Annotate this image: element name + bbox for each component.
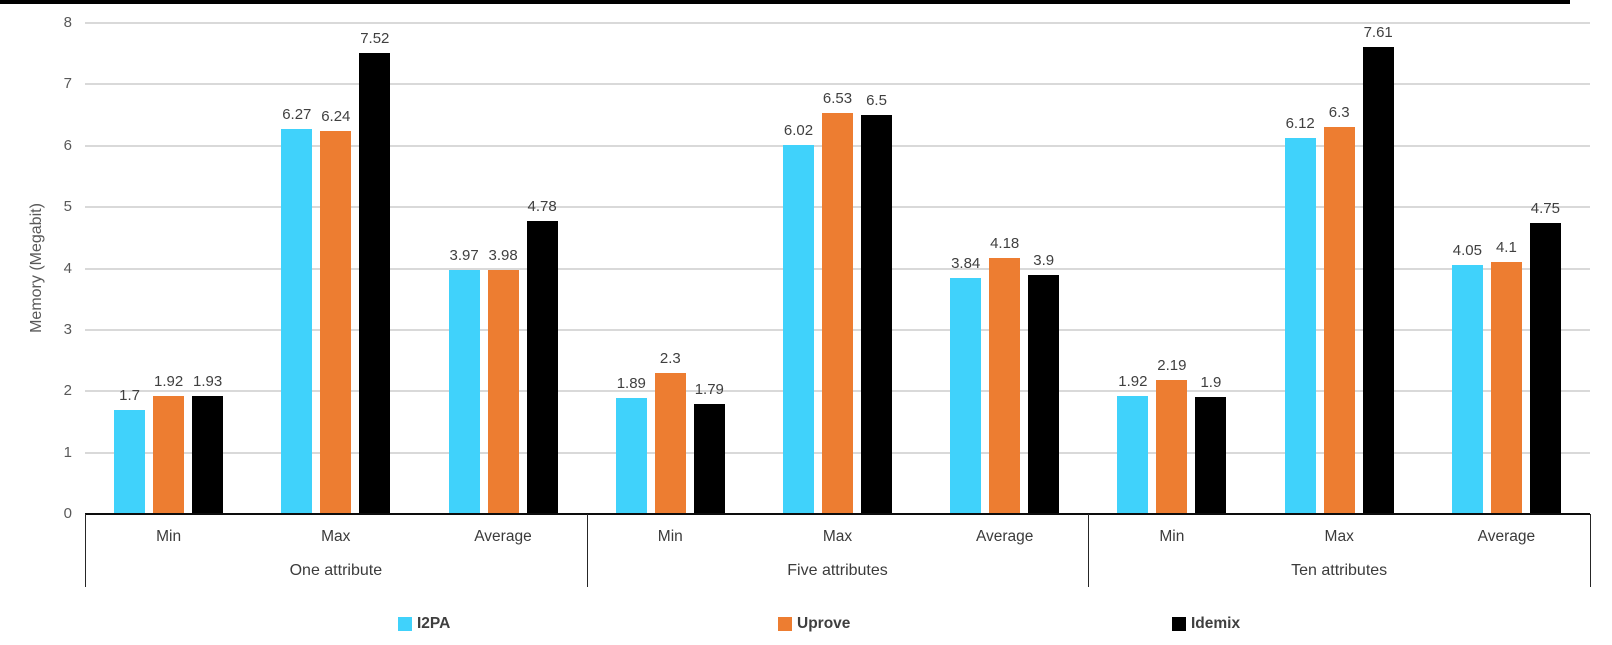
bar-i2pa-ten-attributes-max [1284, 138, 1316, 514]
bar-i2pa-five-attributes-average [950, 278, 982, 514]
bar-value-label: 4.1 [1495, 239, 1517, 257]
group-label: Five attributes [787, 562, 888, 579]
bar-idemix-ten-attributes-min [1195, 397, 1227, 514]
legend-item-idemix: Idemix [1172, 615, 1240, 633]
bar-uprove-five-attributes-average [989, 257, 1021, 514]
bar-value-label: 6.5 [866, 92, 887, 110]
gridline [85, 22, 1590, 24]
bar-value-label: 1.92 [1118, 373, 1148, 391]
bar-value-label: 1.7 [119, 386, 141, 404]
bar-uprove-one-attribute-min [153, 396, 185, 514]
bar-value-label: 4.78 [527, 197, 557, 215]
bar-idemix-one-attribute-min [192, 395, 224, 514]
bar-uprove-one-attribute-average [487, 269, 519, 514]
bar-i2pa-one-attribute-max [281, 129, 313, 514]
bar-uprove-one-attribute-max [320, 131, 352, 514]
bar-value-label: 7.52 [360, 29, 390, 47]
bar-idemix-one-attribute-max [359, 52, 391, 514]
gridline [85, 83, 1590, 86]
bar-uprove-ten-attributes-min [1156, 379, 1188, 514]
bar-i2pa-one-attribute-average [448, 270, 480, 514]
bar-value-label: 6.12 [1285, 115, 1315, 133]
bar-value-label: 3.9 [1033, 251, 1055, 269]
category-label: Min [657, 528, 683, 545]
category-label: Max [822, 528, 853, 545]
bar-value-label: 2.3 [659, 349, 681, 367]
bar-i2pa-five-attributes-max [783, 144, 814, 514]
legend-label: Idemix [1191, 615, 1241, 632]
y-tick-label: 7 [63, 75, 72, 93]
legend-swatch-idemix [1172, 617, 1186, 631]
chart-legend: I2PA Uprove Idemix [0, 613, 1612, 635]
legend-swatch-i2pa [398, 617, 412, 631]
bar-uprove-five-attributes-min [654, 372, 686, 514]
bar-idemix-one-attribute-average [526, 220, 558, 514]
bar-uprove-five-attributes-max [822, 113, 853, 514]
y-tick-label: 4 [63, 259, 72, 277]
bar-value-label: 6.27 [282, 106, 312, 124]
bar-uprove-ten-attributes-average [1490, 262, 1522, 514]
y-tick-label: 2 [63, 382, 72, 400]
category-label: Min [156, 528, 182, 545]
legend-label: Uprove [797, 615, 851, 632]
bar-value-label: 6.53 [822, 90, 853, 108]
bar-i2pa-ten-attributes-min [1117, 396, 1149, 514]
legend-item-i2pa: I2PA [398, 615, 450, 633]
bar-value-label: 3.84 [951, 255, 981, 273]
bar-value-label: 1.79 [694, 381, 724, 399]
legend-label: I2PA [417, 615, 451, 632]
category-label: Average [1477, 528, 1536, 545]
bar-idemix-five-attributes-average [1028, 274, 1060, 514]
bar-value-label: 6.24 [321, 108, 351, 125]
bar-idemix-five-attributes-max [861, 115, 892, 514]
y-tick-label: 5 [63, 198, 72, 216]
bar-value-label: 4.75 [1530, 199, 1560, 217]
top-border-strip [0, 0, 1570, 4]
y-tick-label: 6 [63, 136, 72, 154]
x-axis-line [85, 513, 1590, 515]
group-label: One attribute [289, 562, 383, 579]
category-label: Average [474, 528, 532, 545]
y-tick-label: 0 [63, 505, 72, 522]
legend-item-uprove: Uprove [778, 615, 850, 633]
bar-value-label: 4.18 [990, 234, 1020, 252]
bar-idemix-five-attributes-min [693, 404, 725, 514]
bar-idemix-ten-attributes-max [1362, 46, 1394, 514]
bar-i2pa-one-attribute-min [114, 409, 146, 514]
axis-separator-line [85, 514, 86, 587]
category-label: Min [1159, 528, 1185, 545]
bar-value-label: 3.98 [488, 246, 518, 264]
bar-value-label: 3.97 [449, 247, 479, 265]
axis-separator-line [1088, 514, 1090, 587]
category-label: Average [975, 528, 1034, 545]
bar-uprove-ten-attributes-max [1323, 127, 1355, 514]
category-label: Max [321, 528, 351, 545]
bar-value-label: 1.89 [616, 375, 646, 392]
axis-separator-line [586, 514, 588, 587]
bar-i2pa-ten-attributes-average [1451, 265, 1483, 514]
bar-i2pa-five-attributes-min [615, 398, 647, 514]
legend-swatch-uprove [778, 617, 792, 631]
bar-value-label: 1.9 [1200, 374, 1222, 392]
bar-value-label: 1.93 [192, 372, 223, 390]
bar-value-label: 6.3 [1328, 104, 1350, 122]
bar-value-label: 4.05 [1452, 242, 1482, 260]
bar-value-label: 6.02 [783, 121, 814, 139]
bar-idemix-ten-attributes-average [1529, 222, 1561, 514]
bar-value-label: 7.61 [1363, 23, 1393, 41]
bar-value-label: 1.92 [153, 373, 184, 391]
category-label: Max [1324, 528, 1354, 545]
group-label: Ten attributes [1291, 562, 1388, 579]
y-tick-label: 3 [63, 320, 72, 338]
axis-separator-line [1590, 514, 1591, 587]
bar-value-label: 2.19 [1157, 356, 1187, 374]
y-tick-label: 1 [63, 443, 72, 461]
y-tick-label: 8 [63, 14, 72, 31]
